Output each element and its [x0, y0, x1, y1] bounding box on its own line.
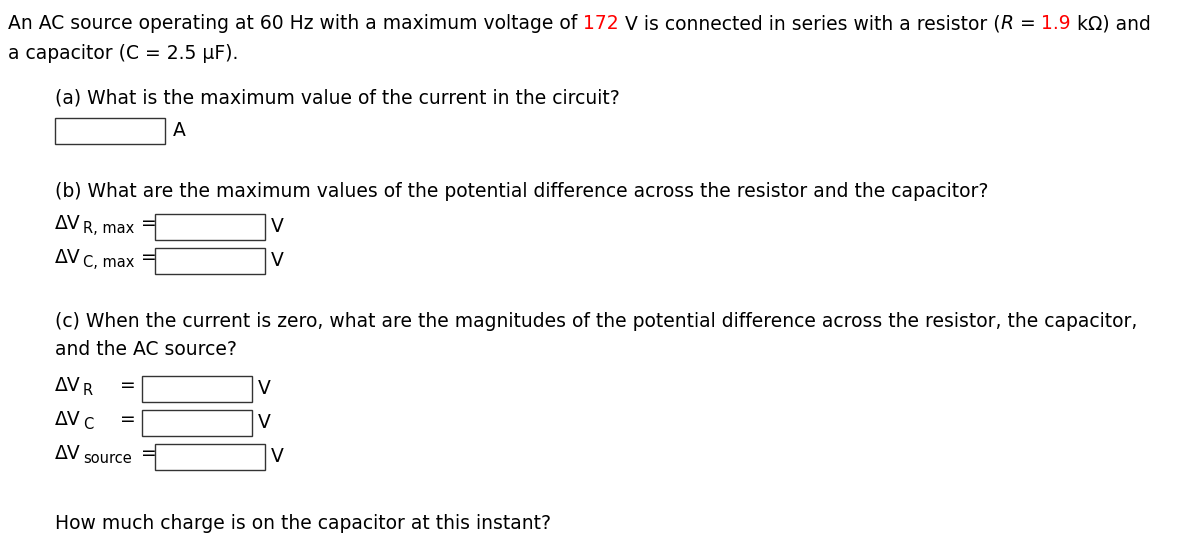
Bar	[142, 376, 252, 402]
Bar	[142, 410, 252, 436]
Text: V: V	[258, 413, 271, 432]
Text: A: A	[173, 122, 186, 141]
Text: =: =	[120, 410, 136, 429]
Text: V: V	[271, 252, 284, 270]
Text: R, max: R, max	[83, 221, 134, 236]
Text: (c) When the current is zero, what are the magnitudes of the potential differenc: (c) When the current is zero, what are t…	[55, 312, 1138, 331]
Text: An AC source operating at 60 Hz with a maximum voltage of: An AC source operating at 60 Hz with a m…	[8, 14, 583, 33]
Text: ΔV: ΔV	[55, 248, 80, 267]
Text: V: V	[258, 379, 271, 399]
Text: kΩ) and: kΩ) and	[1070, 14, 1151, 33]
Text: 172: 172	[583, 14, 619, 33]
Bar	[55, 118, 166, 144]
Text: V: V	[271, 217, 284, 236]
Text: (a) What is the maximum value of the current in the circuit?: (a) What is the maximum value of the cur…	[55, 88, 619, 107]
Bar	[155, 248, 265, 274]
Text: ΔV: ΔV	[55, 376, 80, 395]
Text: C, max: C, max	[83, 255, 134, 270]
Text: V: V	[271, 447, 284, 466]
Text: =: =	[120, 376, 136, 395]
Text: =: =	[134, 248, 157, 267]
Text: =: =	[134, 214, 157, 233]
Text: ΔV: ΔV	[55, 214, 80, 233]
Text: =: =	[1014, 14, 1042, 33]
Text: and the AC source?: and the AC source?	[55, 340, 236, 359]
Text: How much charge is on the capacitor at this instant?: How much charge is on the capacitor at t…	[55, 514, 551, 533]
Text: R: R	[1001, 14, 1014, 33]
Text: (b) What are the maximum values of the potential difference across the resistor : (b) What are the maximum values of the p…	[55, 182, 989, 201]
Text: source: source	[83, 451, 132, 466]
Text: C: C	[83, 417, 94, 432]
Bar	[155, 444, 265, 470]
Text: ΔV: ΔV	[55, 410, 80, 429]
Text: 1.9: 1.9	[1042, 14, 1070, 33]
Text: a capacitor (​C​ = 2.5 μF).: a capacitor (​C​ = 2.5 μF).	[8, 44, 239, 63]
Text: =: =	[134, 444, 157, 463]
Text: R: R	[83, 383, 94, 398]
Text: ΔV: ΔV	[55, 444, 80, 463]
Text: V is connected in series with a resistor (: V is connected in series with a resistor…	[619, 14, 1001, 33]
Bar	[155, 214, 265, 240]
